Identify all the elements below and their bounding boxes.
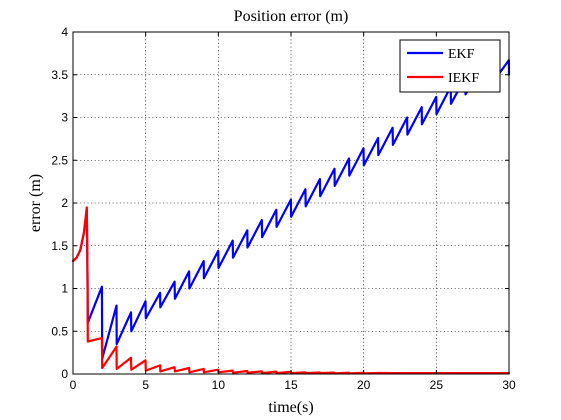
series-line-ekf [71,59,511,360]
legend-label-ekf: EKF [448,47,475,62]
x-tick-label-5: 25 [430,378,444,392]
x-tick-label-6: 30 [502,378,516,392]
y-tick-label-7: 3.5 [51,68,68,82]
chart-title: Position error (m) [234,8,349,25]
y-tick-label-8: 4 [61,25,68,39]
y-tick-label-1: 0.5 [51,324,68,338]
legend-box [399,39,501,93]
x-tick-label-1: 5 [142,378,149,392]
y-tick-label-2: 1 [61,282,68,296]
axis-ticks: 0 5 10 15 20 25 30 0 0.5 1 1.5 2 2.5 3 3.5 4 [51,25,516,392]
legend-label-iekf: IEKF [448,71,479,86]
data-series [71,59,511,375]
x-tick-label-2: 10 [212,378,226,392]
y-axis-label: error (m) [27,174,44,232]
x-tick-label-0: 0 [70,378,77,392]
x-tick-label-3: 15 [284,378,298,392]
x-tick-label-4: 20 [357,378,371,392]
y-tick-label-3: 1.5 [51,239,68,253]
series-line-iekf [71,206,511,375]
legend: EKF IEKF [399,39,501,93]
y-tick-label-0: 0 [61,367,68,381]
y-tick-label-6: 3 [61,111,68,125]
y-tick-label-5: 2.5 [51,153,68,167]
x-axis-label: time(s) [268,399,313,416]
y-tick-label-4: 2 [61,196,68,210]
